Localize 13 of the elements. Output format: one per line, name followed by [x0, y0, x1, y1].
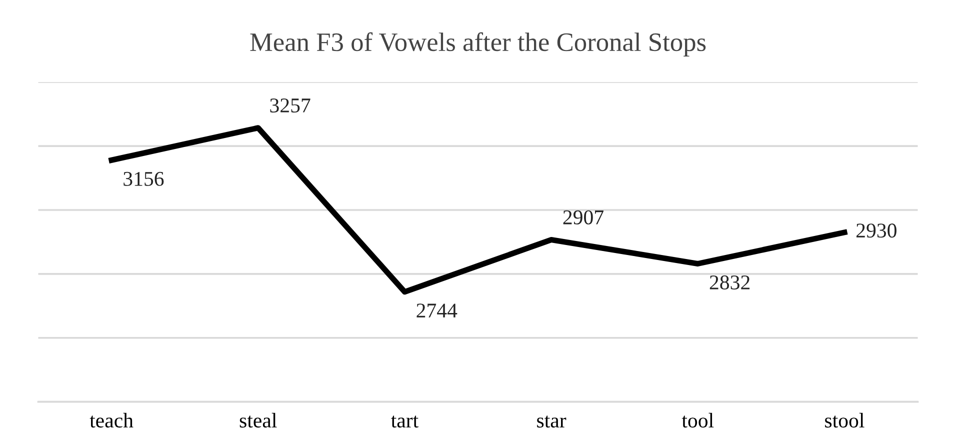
data-label: 2930	[856, 224, 896, 238]
x-tick-label: tart	[391, 416, 418, 428]
x-tick-label: stool	[825, 412, 864, 428]
data-label: 2832	[710, 275, 750, 290]
x-tick-label: star	[537, 416, 566, 428]
data-label: 2744	[416, 304, 458, 318]
chart-title: Mean F3 of Vowels after the Coronal Stops	[250, 32, 706, 56]
data-label: 3257	[270, 98, 310, 113]
x-tick-label: steal	[240, 412, 277, 428]
x-tick-label: teach	[90, 412, 134, 428]
data-label: 2907	[563, 210, 604, 224]
data-label: 3156	[124, 172, 164, 186]
x-tick-label: tool	[682, 412, 714, 428]
